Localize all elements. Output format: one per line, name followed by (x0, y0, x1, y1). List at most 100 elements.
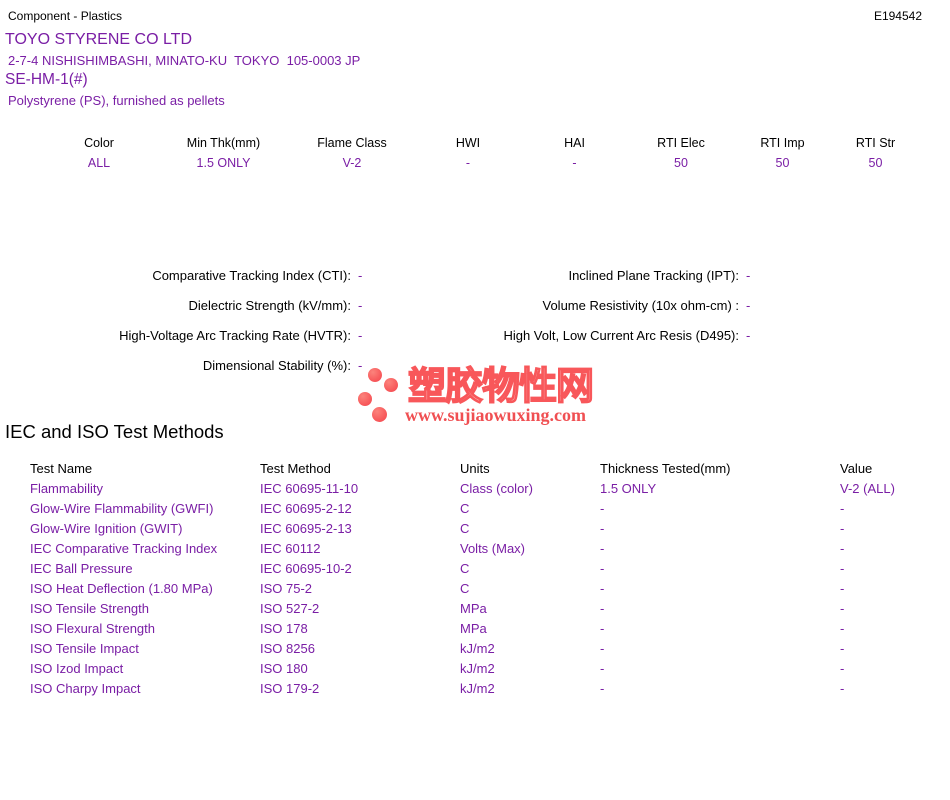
file-number: E194542 (873, 9, 922, 23)
cell-test-name: IEC Ball Pressure (30, 561, 133, 576)
cell-test-method: ISO 178 (260, 621, 308, 636)
cell-test-name: ISO Tensile Impact (30, 641, 139, 656)
table-row: ISO Flexural Strength ISO 178 MPa - - (30, 619, 930, 639)
col-test-method: Test Method (260, 461, 331, 476)
cell-test-name: IEC Comparative Tracking Index (30, 541, 218, 556)
ratings-col-rti-str: RTI Str (855, 136, 896, 150)
cell-test-method: IEC 60695-10-2 (260, 561, 352, 576)
cell-units: Class (color) (460, 481, 533, 496)
ratings-value-row: ALL 1.5 ONLY V-2 - - 50 50 50 (40, 153, 920, 173)
cell-units: MPa (460, 601, 487, 616)
property-label: Volume Resistivity (10x ohm-cm) : (542, 298, 740, 313)
cell-test-name: ISO Heat Deflection (1.80 MPa) (30, 581, 213, 596)
cell-thickness: - (600, 601, 605, 616)
cell-units: C (460, 581, 470, 596)
ratings-table: Color Min Thk(mm) Flame Class HWI HAI RT… (40, 133, 920, 173)
property-label: Comparative Tracking Index (CTI): (152, 268, 351, 283)
ratings-col-color: Color (84, 136, 114, 150)
property-row-volume-resistivity: Volume Resistivity (10x ohm-cm) : - (380, 298, 762, 328)
cell-test-name: ISO Tensile Strength (30, 601, 149, 616)
ratings-col-rti-imp: RTI Imp (760, 136, 805, 150)
table-row: ISO Heat Deflection (1.80 MPa) ISO 75-2 … (30, 579, 930, 599)
company-address: 2-7-4 NISHISHIMBASHI, MINATO-KU TOKYO 10… (8, 53, 361, 68)
table-row: Flammability IEC 60695-11-10 Class (colo… (30, 479, 930, 499)
cell-test-method: IEC 60695-2-12 (260, 501, 352, 516)
cell-value: - (840, 601, 845, 616)
cell-test-method: ISO 8256 (260, 641, 315, 656)
ratings-col-hai: HAI (564, 136, 585, 150)
cell-thickness: - (600, 501, 605, 516)
ratings-value-hwi: - (465, 156, 471, 170)
ratings-value-rti-str: 50 (868, 156, 883, 170)
cell-thickness: - (600, 541, 605, 556)
property-row-cti: Comparative Tracking Index (CTI): - (0, 268, 374, 298)
cell-test-method: ISO 180 (260, 661, 308, 676)
cell-test-name: ISO Charpy Impact (30, 681, 141, 696)
ratings-value-rti-elec: 50 (674, 156, 688, 170)
cell-value: - (840, 501, 845, 516)
cell-value: - (840, 541, 845, 556)
cell-units: C (460, 501, 470, 516)
cell-units: MPa (460, 621, 487, 636)
cell-units: C (460, 561, 470, 576)
cell-test-method: IEC 60695-11-10 (260, 481, 359, 496)
ratings-col-hwi: HWI (455, 136, 481, 150)
cell-units: Volts (Max) (460, 541, 526, 556)
table-row: IEC Comparative Tracking Index IEC 60112… (30, 539, 930, 559)
cell-units: kJ/m2 (460, 641, 495, 656)
table-row: IEC Ball Pressure IEC 60695-10-2 C - - (30, 559, 930, 579)
cell-test-method: ISO 179-2 (260, 681, 320, 696)
property-label: Dimensional Stability (%): (202, 358, 351, 373)
cell-value: - (840, 561, 845, 576)
cell-thickness: 1.5 ONLY (600, 481, 657, 496)
logo-dot-icon (358, 392, 372, 406)
property-value: - (746, 268, 751, 283)
cell-thickness: - (600, 561, 605, 576)
ratings-value-rti-imp: 50 (775, 156, 790, 170)
col-units: Units (460, 461, 490, 476)
cell-units: kJ/m2 (460, 681, 495, 696)
cell-value: - (840, 521, 845, 536)
property-value: - (358, 358, 363, 373)
watermark-url-text: www.sujiaowuxing.com (405, 405, 587, 425)
cell-value: - (840, 641, 845, 656)
cell-test-method: ISO 527-2 (260, 601, 320, 616)
property-value: - (746, 328, 751, 343)
ratings-header-row: Color Min Thk(mm) Flame Class HWI HAI RT… (40, 133, 920, 153)
property-value: - (358, 298, 363, 313)
cell-test-name: Glow-Wire Ignition (GWIT) (30, 521, 183, 536)
cell-value: - (840, 681, 845, 696)
cell-units: kJ/m2 (460, 661, 495, 676)
table-row: ISO Charpy Impact ISO 179-2 kJ/m2 - - (30, 679, 930, 699)
cell-value: - (840, 621, 845, 636)
test-methods-table: Test Name Test Method Units Thickness Te… (30, 459, 930, 699)
col-thickness-tested: Thickness Tested(mm) (600, 461, 731, 476)
material-grade: SE-HM-1(#) (5, 71, 88, 88)
cell-test-name: ISO Flexural Strength (30, 621, 155, 636)
cell-thickness: - (600, 521, 605, 536)
cell-test-name: Flammability (30, 481, 103, 496)
cell-value: - (840, 581, 845, 596)
cell-thickness: - (600, 621, 605, 636)
property-value: - (746, 298, 751, 313)
property-label: High Volt, Low Current Arc Resis (D495): (503, 328, 739, 343)
table-row: ISO Tensile Impact ISO 8256 kJ/m2 - - (30, 639, 930, 659)
property-label: High-Voltage Arc Tracking Rate (HVTR): (119, 328, 351, 343)
test-methods-header-row: Test Name Test Method Units Thickness Te… (30, 459, 930, 479)
cell-thickness: - (600, 641, 605, 656)
cell-test-method: IEC 60112 (260, 541, 321, 556)
logo-dot-icon (384, 378, 398, 392)
cell-thickness: - (600, 661, 605, 676)
table-row: ISO Tensile Strength ISO 527-2 MPa - - (30, 599, 930, 619)
ratings-value-flame-class: V-2 (342, 156, 362, 170)
property-row-ipt: Inclined Plane Tracking (IPT): - (380, 268, 762, 298)
cell-test-method: ISO 75-2 (260, 581, 313, 596)
property-value: - (358, 328, 363, 343)
property-row-dimensional-stability: Dimensional Stability (%): - (0, 358, 374, 388)
cell-test-name: ISO Izod Impact (30, 661, 124, 676)
cell-test-method: IEC 60695-2-13 (260, 521, 352, 536)
ratings-value-min-thk: 1.5 ONLY (196, 156, 251, 170)
ratings-col-rti-elec: RTI Elec (657, 136, 705, 150)
ratings-col-flame-class: Flame Class (317, 136, 387, 150)
ratings-value-color: ALL (87, 156, 111, 170)
